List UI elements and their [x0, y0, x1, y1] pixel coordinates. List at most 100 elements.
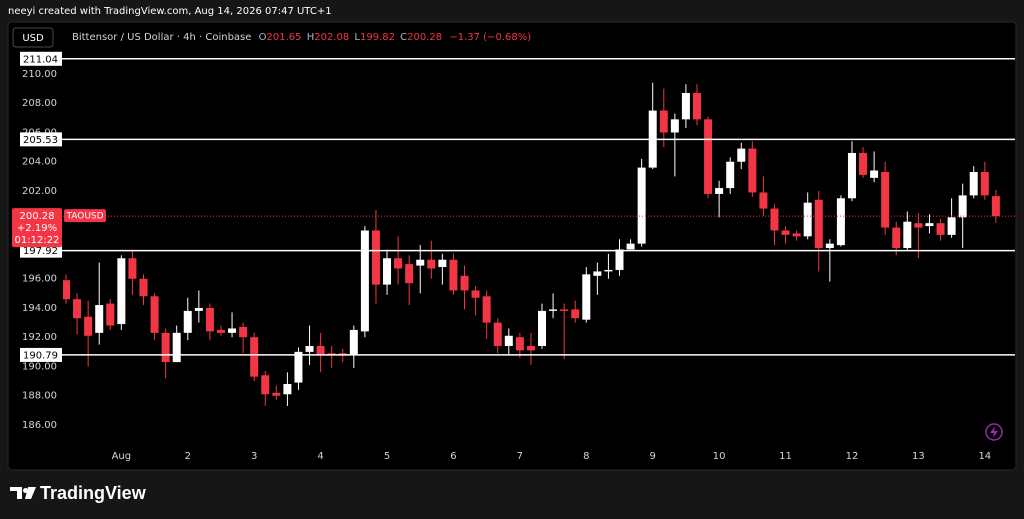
x-tick-label: 11	[779, 451, 792, 462]
candle-body	[704, 119, 713, 194]
candle-body	[106, 303, 115, 326]
candle-body	[150, 296, 159, 333]
level-label: 190.79	[23, 350, 58, 361]
candle-body	[438, 259, 447, 268]
y-tick-label: 188.00	[22, 391, 57, 402]
legend-value: 202.08	[314, 32, 349, 43]
candle-body	[360, 230, 369, 332]
candle-body	[748, 148, 757, 193]
candle-body	[560, 309, 569, 311]
candle-body	[471, 290, 480, 298]
candle-body	[958, 195, 967, 218]
candle-body	[84, 316, 93, 336]
candle-body	[781, 230, 790, 235]
legend-change: −1.37 (−0.68%)	[449, 32, 531, 43]
candle-body	[349, 329, 358, 355]
x-tick-label: 6	[450, 451, 456, 462]
candle-body	[626, 243, 635, 250]
candle-body	[449, 259, 458, 291]
x-tick-label: 3	[251, 451, 257, 462]
level-label-box	[20, 51, 62, 66]
candle-body	[172, 332, 181, 363]
credit: neeyi created with TradingView.com, Aug …	[8, 6, 332, 17]
candle-body	[283, 384, 292, 395]
x-tick-label: 8	[583, 451, 589, 462]
y-tick-label: 190.00	[22, 361, 57, 372]
candle-body	[892, 227, 901, 249]
legend-letter: O	[259, 32, 267, 43]
y-tick-label: 196.00	[22, 274, 57, 285]
alert-icon[interactable]	[985, 423, 1003, 441]
candle-body	[371, 230, 380, 285]
level-label: 205.53	[23, 135, 58, 146]
candle-body	[859, 152, 868, 175]
candle-body	[792, 233, 801, 237]
candle-body	[73, 299, 82, 319]
candle-body	[980, 171, 989, 196]
candle-body	[194, 307, 203, 311]
candle-body	[692, 93, 701, 120]
candle-body	[383, 258, 392, 285]
candle-body	[394, 258, 403, 269]
symbol-tag-label: TAOUSD	[65, 212, 103, 222]
y-tick-label: 192.00	[22, 332, 57, 343]
candle-body	[549, 309, 558, 311]
level-label: 211.04	[23, 54, 58, 65]
candle-body	[969, 171, 978, 196]
candle-body	[881, 171, 890, 228]
candle-body	[294, 351, 303, 383]
candle-body	[836, 198, 845, 246]
candle-body	[128, 258, 137, 279]
candle-body	[205, 307, 214, 332]
candle-body	[604, 269, 613, 272]
candle-body	[759, 192, 768, 209]
candle-body	[526, 346, 535, 351]
candle-body	[593, 271, 602, 276]
level-label-box	[20, 347, 62, 362]
candle-body	[582, 274, 591, 320]
y-tick-label: 202.00	[22, 186, 57, 197]
level-label-box	[20, 243, 62, 258]
candle-body	[515, 337, 524, 351]
symbol-title: Bittensor / US Dollar · 4h · Coinbase	[72, 32, 251, 43]
currency[interactable]: USD	[22, 33, 44, 44]
candle-body	[316, 346, 325, 355]
x-tick-label: Aug	[112, 451, 132, 462]
level-label: 197.92	[23, 246, 58, 257]
level-label-box	[20, 132, 62, 147]
y-tick-label: 186.00	[22, 420, 57, 431]
candle-body	[936, 223, 945, 235]
x-tick-label: 4	[317, 451, 323, 462]
candle-body	[427, 259, 436, 269]
logo: TradingView	[40, 483, 147, 503]
x-tick-label: 12	[846, 451, 859, 462]
candle-body	[914, 223, 923, 228]
candle-body	[216, 329, 225, 333]
candle-body	[538, 310, 547, 347]
x-tick-label: 9	[650, 451, 656, 462]
candle-body	[228, 328, 237, 333]
candle-body	[847, 152, 856, 199]
chart-panel	[7, 21, 1017, 471]
x-tick-label: 7	[517, 451, 523, 462]
x-tick-label: 14	[978, 451, 991, 462]
candle-body	[327, 353, 336, 355]
candle-body	[991, 196, 1000, 217]
candle-body	[903, 221, 912, 249]
candle-body	[571, 309, 580, 319]
candle-body	[715, 188, 724, 194]
candle-body	[460, 275, 469, 291]
y-tick-label: 210.00	[22, 69, 57, 80]
candle-body	[825, 243, 834, 249]
symbol-tag	[64, 209, 106, 223]
currency-box[interactable]	[12, 27, 54, 48]
candle-body	[239, 326, 248, 338]
candle-body	[737, 148, 746, 162]
candle-body	[925, 223, 934, 227]
candle-body	[615, 249, 624, 270]
candle-body	[482, 296, 491, 323]
candle-body	[261, 375, 270, 395]
price-tag-change: +2.19%	[17, 223, 57, 234]
